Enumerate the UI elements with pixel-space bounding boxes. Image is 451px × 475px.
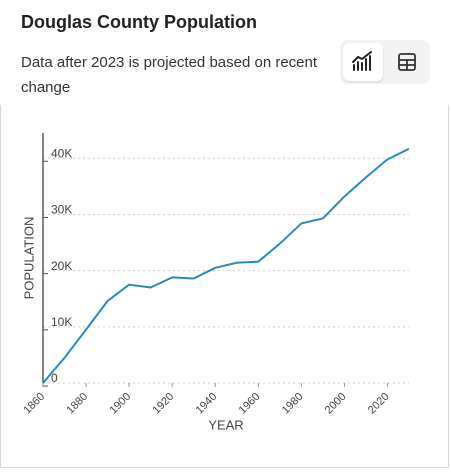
x-tick-label: 1880: [64, 391, 90, 417]
y-axis-label: POPULATION: [21, 217, 36, 300]
x-tick-label: 2020: [366, 391, 392, 417]
x-tick-label: 1940: [194, 391, 220, 417]
x-tick-label: 2000: [323, 391, 349, 417]
x-tick-label: 1900: [107, 391, 133, 417]
view-toggle: [340, 40, 430, 84]
y-tick-label: 30K: [51, 203, 72, 217]
data-line: [42, 147, 410, 384]
chart-view-button[interactable]: [343, 43, 383, 81]
chart-icon: [352, 51, 372, 71]
title: Douglas County Population: [21, 12, 257, 32]
x-tick-label: 1920: [151, 391, 177, 417]
x-tick-label: 1960: [237, 391, 263, 417]
table-icon: [398, 53, 416, 71]
chart-card: [0, 105, 449, 468]
x-axis-label: YEAR: [208, 417, 243, 432]
y-tick-label: 40K: [51, 146, 72, 160]
y-tick-label: 10K: [51, 315, 72, 329]
subtitle: Data after 2023 is projected based on re…: [21, 54, 318, 96]
table-view-button[interactable]: [387, 43, 427, 81]
y-tick-label: 0: [51, 371, 58, 385]
x-tick-label: 1860: [21, 391, 47, 417]
y-tick-label: 20K: [51, 259, 72, 273]
x-tick-label: 1980: [280, 391, 306, 417]
